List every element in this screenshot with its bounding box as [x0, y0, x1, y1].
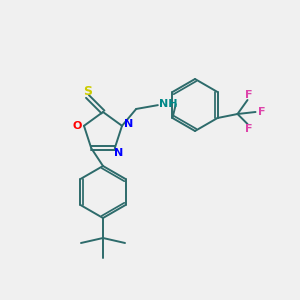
Text: NH: NH: [159, 99, 177, 109]
Text: O: O: [72, 121, 82, 131]
Text: F: F: [245, 124, 252, 134]
Text: F: F: [258, 107, 265, 117]
Text: N: N: [124, 119, 134, 129]
Text: F: F: [245, 90, 252, 100]
Text: S: S: [83, 85, 92, 98]
Text: N: N: [114, 148, 123, 158]
